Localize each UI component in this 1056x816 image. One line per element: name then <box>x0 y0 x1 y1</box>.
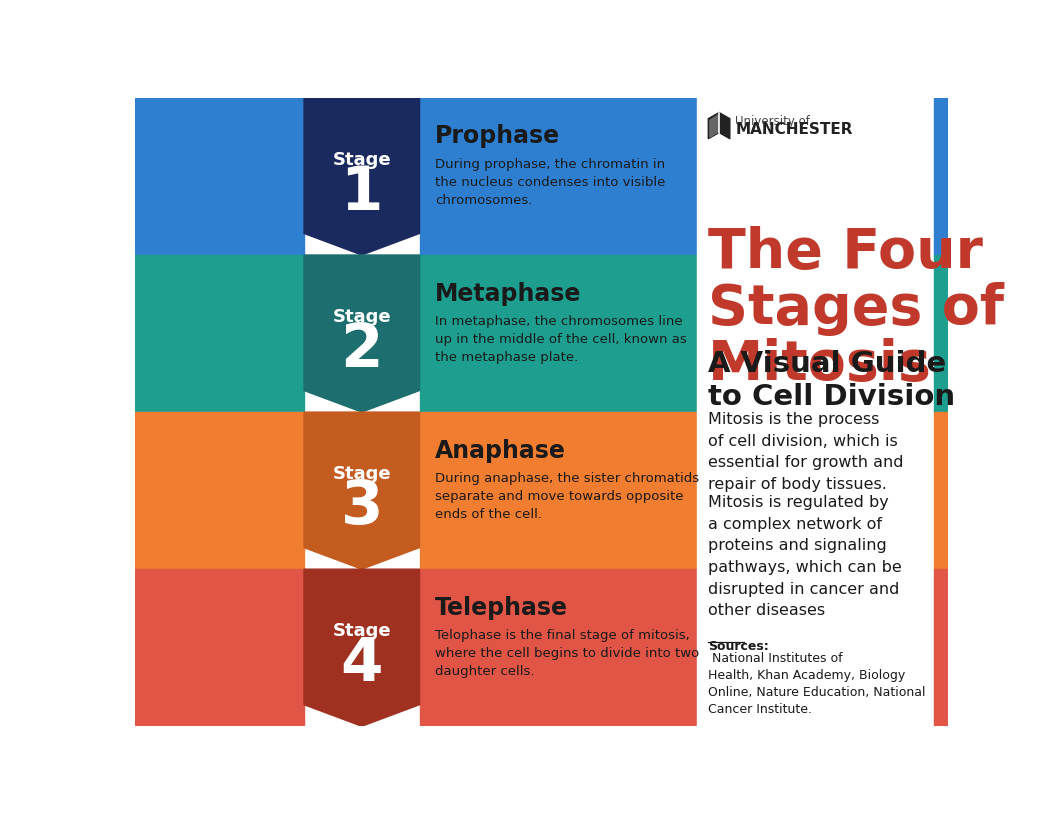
Text: Stage: Stage <box>333 464 391 483</box>
Bar <box>934 98 948 255</box>
Text: Telephase: Telephase <box>435 596 568 619</box>
Text: 3: 3 <box>340 478 383 537</box>
Polygon shape <box>709 113 730 139</box>
Polygon shape <box>304 412 419 570</box>
Bar <box>419 412 697 570</box>
Text: Stage: Stage <box>333 622 391 640</box>
Text: Sources:: Sources: <box>709 640 769 653</box>
Text: University of: University of <box>735 115 810 128</box>
Bar <box>419 570 697 726</box>
Text: Stage: Stage <box>333 308 391 326</box>
Bar <box>135 255 304 412</box>
Text: MANCHESTER: MANCHESTER <box>735 122 853 137</box>
Bar <box>934 570 948 726</box>
Bar <box>697 98 948 726</box>
Polygon shape <box>304 98 419 255</box>
Text: Anaphase: Anaphase <box>435 438 566 463</box>
Bar <box>934 412 948 570</box>
Text: During anaphase, the sister chromatids
separate and move towards opposite
ends o: During anaphase, the sister chromatids s… <box>435 472 699 521</box>
Text: Mitosis is regulated by
a complex network of
proteins and signaling
pathways, wh: Mitosis is regulated by a complex networ… <box>709 495 902 619</box>
Text: Metaphase: Metaphase <box>435 282 581 305</box>
Text: In metaphase, the chromosomes line
up in the middle of the cell, known as
the me: In metaphase, the chromosomes line up in… <box>435 315 686 364</box>
Polygon shape <box>710 115 718 137</box>
Bar <box>419 255 697 412</box>
Text: 4: 4 <box>340 635 383 694</box>
Bar <box>419 98 697 255</box>
Text: Prophase: Prophase <box>435 124 560 149</box>
Polygon shape <box>304 255 419 412</box>
Text: Mitosis is the process
of cell division, which is
essential for growth and
repai: Mitosis is the process of cell division,… <box>709 412 904 492</box>
Text: Telophase is the final stage of mitosis,
where the cell begins to divide into tw: Telophase is the final stage of mitosis,… <box>435 629 699 678</box>
Text: The Four
Stages of
Mitosis: The Four Stages of Mitosis <box>709 226 1004 392</box>
Text: A Visual Guide
to Cell Division: A Visual Guide to Cell Division <box>709 351 956 411</box>
Text: During prophase, the chromatin in
the nucleus condenses into visible
chromosomes: During prophase, the chromatin in the nu… <box>435 158 665 207</box>
Bar <box>135 98 304 255</box>
Bar <box>135 412 304 570</box>
Text: National Institutes of
Health, Khan Academy, Biology
Online, Nature Education, N: National Institutes of Health, Khan Acad… <box>709 651 926 716</box>
Polygon shape <box>304 570 419 726</box>
Bar <box>135 570 304 726</box>
Bar <box>934 255 948 412</box>
Text: Stage: Stage <box>333 150 391 169</box>
Text: 2: 2 <box>340 321 383 380</box>
Text: 1: 1 <box>340 164 383 223</box>
